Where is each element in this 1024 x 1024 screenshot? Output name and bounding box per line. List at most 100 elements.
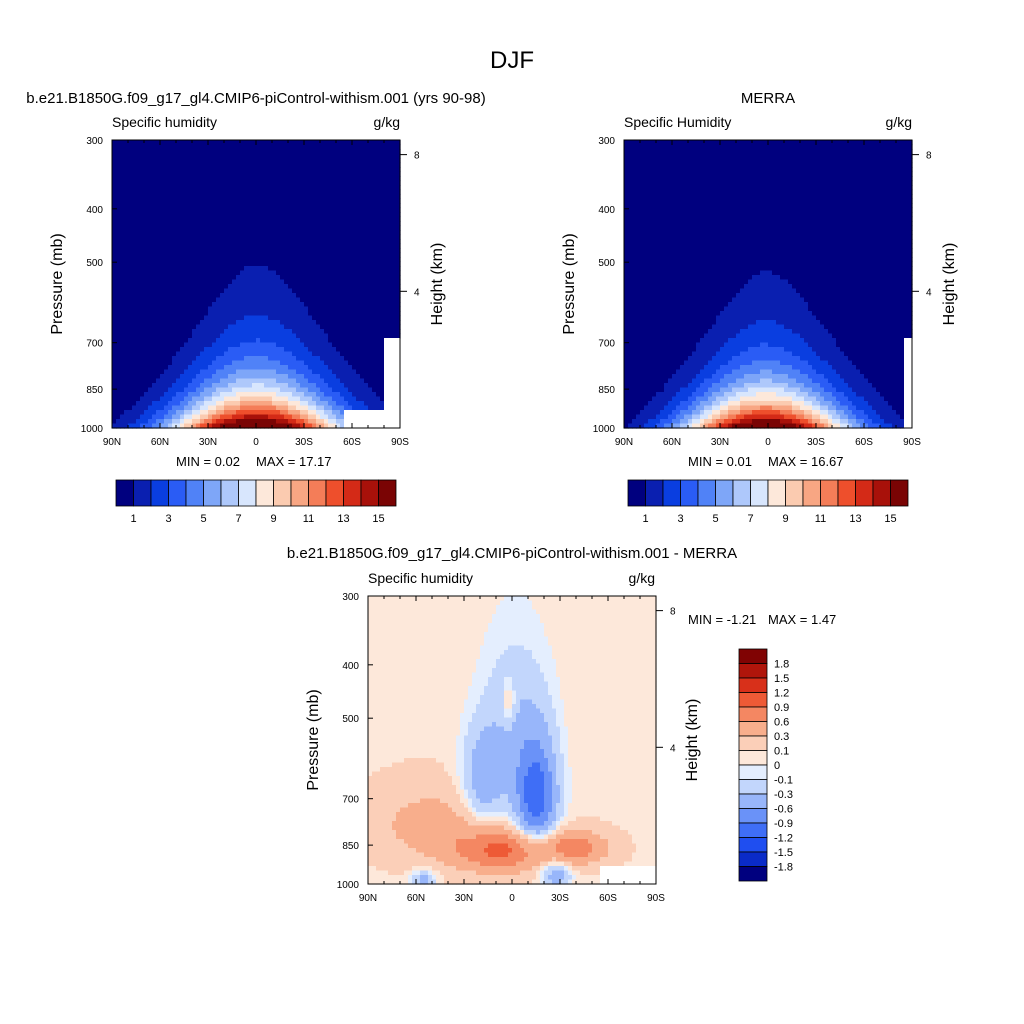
colorbar-swatch [378, 479, 397, 507]
panel-obs-plot: 90N 60N 30N 0 30S 60S 90S 300 400 500 700 850 1000 8 4 [593, 136, 932, 448]
x-tick-label: 30N [711, 437, 729, 448]
y-tick-label: 300 [342, 592, 359, 603]
colorbar-swatch [738, 764, 768, 780]
panel-model: b.e21.B1850G.f09_g17_gl4.CMIP6-piControl… [26, 90, 485, 525]
x-tick-label: 90N [103, 437, 121, 448]
colorbar-swatch [627, 479, 646, 507]
colorbar-label: -0.9 [774, 818, 793, 830]
colorbar-label: 1 [642, 513, 648, 525]
colorbar-swatch [802, 479, 821, 507]
panel-model-title: b.e21.B1850G.f09_g17_gl4.CMIP6-piControl… [26, 90, 485, 107]
colorbar-swatch [150, 479, 169, 507]
panel-obs-units-label: g/kg [886, 114, 912, 130]
colorbar-swatch [738, 706, 768, 722]
x-tick-label: 0 [765, 437, 771, 448]
panel-model-max-text: MAX = 17.17 [256, 454, 332, 469]
colorbar-label: 15 [372, 513, 384, 525]
y-tick-label: 400 [598, 205, 615, 216]
x-tick-label: 30S [551, 893, 569, 904]
colorbar-label: 13 [849, 513, 861, 525]
y-tick-label: 850 [86, 385, 103, 396]
colorbar-label: 15 [884, 513, 896, 525]
colorbar-swatch [185, 479, 204, 507]
panel-obs: MERRA Specific Humidity g/kg 90N 60N 30N 0 3… [561, 90, 958, 525]
x-tick-label: 60N [151, 437, 169, 448]
colorbar-swatch [738, 866, 768, 882]
x-tick-label: 60S [343, 437, 361, 448]
x-tick-label: 90S [903, 437, 921, 448]
colorbar-swatch [220, 479, 239, 507]
panel-diff-variable-label: Specific humidity [368, 570, 473, 586]
colorbar-swatch [697, 479, 716, 507]
colorbar-swatch [645, 479, 664, 507]
colorbar-label: 3 [677, 513, 683, 525]
colorbar-swatch [662, 479, 681, 507]
y-tick-label: 700 [342, 795, 359, 806]
y2-tick-label: 8 [670, 607, 676, 618]
colorbar-label: 5 [200, 513, 206, 525]
panel-diff-colorbar: 1.8 1.5 1.2 0.9 0.6 0.3 0.1 0 -0.1 -0.3 -0.6 -0.9 -1… [738, 648, 793, 882]
colorbar-swatch [738, 692, 768, 708]
field-raster [368, 596, 657, 885]
colorbar-swatch [133, 479, 152, 507]
y-tick-label: 400 [86, 205, 103, 216]
colorbar-swatch [738, 721, 768, 737]
colorbar-swatch [738, 677, 768, 693]
colorbar-swatch [738, 793, 768, 809]
colorbar-label: 7 [235, 513, 241, 525]
panel-obs-title: MERRA [741, 90, 795, 107]
colorbar-swatch [820, 479, 839, 507]
colorbar-label: 5 [712, 513, 718, 525]
panel-obs-max-text: MAX = 16.67 [768, 454, 844, 469]
colorbar-swatch [738, 822, 768, 838]
panel-model-ylabel: Pressure (mb) [49, 233, 66, 334]
colorbar-swatch [290, 479, 309, 507]
x-tick-label: 60N [663, 437, 681, 448]
colorbar-label: -0.6 [774, 804, 793, 816]
colorbar-swatch [680, 479, 699, 507]
colorbar-label: 0.6 [774, 717, 789, 729]
colorbar-label: 11 [815, 513, 826, 525]
colorbar-label: 13 [337, 513, 349, 525]
panel-model-min-text: MIN = 0.02 [176, 454, 240, 469]
colorbar-swatch [255, 479, 274, 507]
panel-model-plot: 90N 60N 30N 0 30S 60S 90S 300 400 500 700 850 1000 8 4 [81, 136, 420, 448]
colorbar-swatch [738, 663, 768, 679]
colorbar-swatch [890, 479, 909, 507]
colorbar-label: -1.8 [774, 862, 793, 874]
colorbar-label: 1.8 [774, 659, 789, 671]
y-tick-label: 300 [598, 136, 615, 147]
y-tick-label: 850 [342, 841, 359, 852]
y-tick-label: 400 [342, 661, 359, 672]
colorbar-swatch [203, 479, 222, 507]
field-raster [624, 140, 913, 429]
x-tick-label: 90S [391, 437, 409, 448]
colorbar-swatch [750, 479, 769, 507]
colorbar-swatch [325, 479, 344, 507]
x-tick-label: 30N [199, 437, 217, 448]
y-tick-label: 1000 [337, 880, 360, 891]
y-tick-label: 700 [86, 339, 103, 350]
panel-obs-ylabel: Pressure (mb) [561, 233, 578, 334]
colorbar-label: 0.3 [774, 731, 789, 743]
x-tick-label: 0 [253, 437, 259, 448]
colorbar-swatch [738, 837, 768, 853]
colorbar-swatch [168, 479, 187, 507]
colorbar-label: 9 [270, 513, 276, 525]
colorbar-label: 1 [130, 513, 136, 525]
y2-tick-label: 8 [926, 151, 932, 162]
y-tick-label: 500 [342, 714, 359, 725]
panel-diff-min-text: MIN = -1.21 [688, 612, 756, 627]
x-tick-label: 60N [407, 893, 425, 904]
panel-diff: b.e21.B1850G.f09_g17_gl4.CMIP6-piControl… [287, 545, 836, 904]
x-tick-label: 90S [647, 893, 665, 904]
y-tick-label: 850 [598, 385, 615, 396]
panel-model-units-label: g/kg [374, 114, 400, 130]
panel-diff-units-label: g/kg [629, 570, 655, 586]
y-tick-label: 300 [86, 136, 103, 147]
x-tick-label: 30S [807, 437, 825, 448]
colorbar-label: -1.2 [774, 833, 793, 845]
colorbar-swatch [738, 735, 768, 751]
y-tick-label: 500 [86, 258, 103, 269]
